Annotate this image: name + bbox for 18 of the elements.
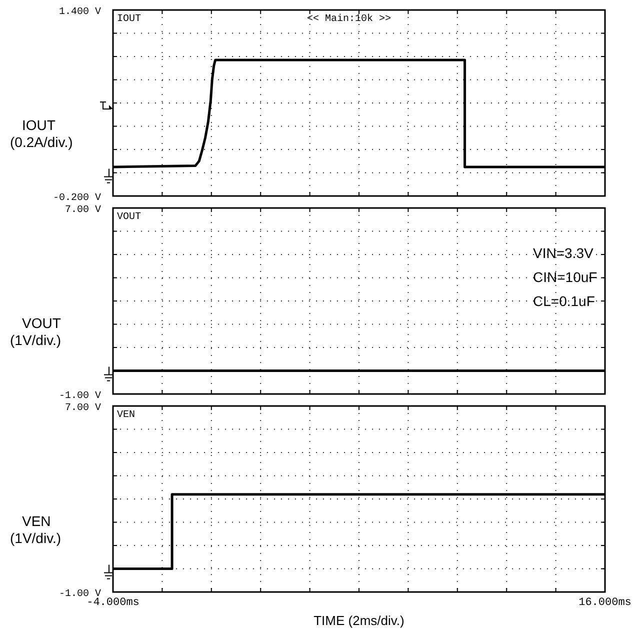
- y-tick-label: -0.200 V: [52, 193, 101, 204]
- y-tick-label: 1.400 V: [58, 7, 101, 18]
- x-tick-label: 16.000ms: [578, 597, 632, 609]
- text: VOUT: [117, 212, 142, 223]
- text: VEN: [117, 410, 136, 421]
- text: IOUT: [117, 14, 142, 25]
- annotation: << Main:10k >>: [306, 13, 392, 25]
- y-axis-title: VEN (1V/div.): [10, 513, 62, 546]
- annotation: CL=0.1uF: [533, 293, 595, 309]
- y-tick-label: 7.00 V: [64, 205, 101, 216]
- y-tick-label: -1.00 V: [58, 391, 101, 402]
- x-axis-title: TIME (2ms/div.): [314, 613, 404, 628]
- y-tick-label: 7.00 V: [64, 403, 101, 414]
- annotation: VIN=3.3V: [533, 245, 594, 261]
- annotation: CIN=10uF: [533, 269, 598, 285]
- y-axis-title: IOUT (0.2A/div.): [10, 117, 73, 150]
- x-tick-label: -4.000ms: [86, 597, 140, 609]
- y-axis-title: VOUT (1V/div.): [10, 315, 62, 348]
